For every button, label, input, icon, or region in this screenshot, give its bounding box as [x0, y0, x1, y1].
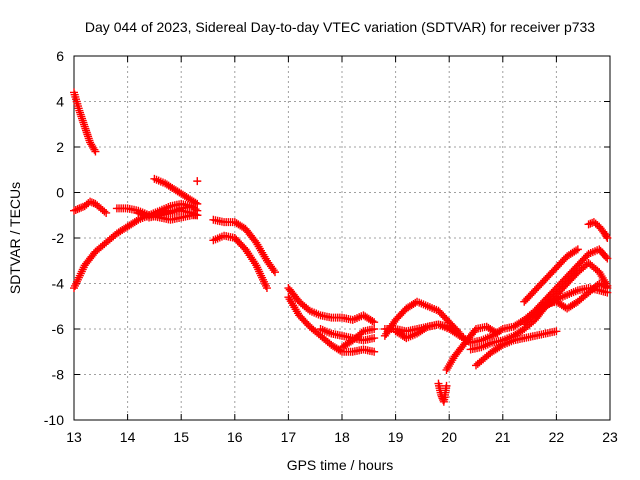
series-arc-10 — [209, 231, 271, 293]
data-point — [370, 334, 379, 343]
y-tick-label: 6 — [56, 48, 64, 64]
series-arc-14 — [338, 325, 379, 352]
x-tick-label: 13 — [66, 429, 82, 445]
data-point — [588, 218, 597, 227]
data-point — [603, 284, 612, 293]
data-point — [269, 266, 278, 275]
y-tick-label: -2 — [52, 230, 65, 246]
data-point — [70, 206, 78, 215]
x-tick-label: 23 — [602, 429, 618, 445]
series-arc-6 — [150, 174, 202, 208]
data-point — [100, 207, 109, 216]
y-tick-label: -8 — [52, 367, 65, 383]
y-tick-label: 2 — [56, 139, 64, 155]
data-point — [191, 198, 200, 207]
x-tick-label: 14 — [120, 429, 136, 445]
y-tick-label: 0 — [56, 185, 64, 201]
series-arc-18 — [434, 379, 451, 406]
data-point — [603, 234, 612, 242]
series-arc-25 — [584, 218, 612, 242]
data-point — [193, 211, 202, 220]
series-arc-26 — [520, 245, 582, 306]
data-point — [584, 220, 593, 229]
data-point — [552, 327, 561, 336]
x-tick-label: 22 — [549, 429, 565, 445]
data-point — [193, 199, 202, 208]
y-tick-label: 4 — [56, 94, 64, 110]
series-arc-23 — [530, 284, 612, 322]
series-arc-11 — [284, 284, 379, 327]
y-tick-label: -10 — [44, 412, 64, 428]
series-arc-24 — [520, 279, 612, 329]
series-arc-9 — [209, 215, 279, 277]
data-point — [602, 232, 611, 241]
series-arc-17 — [391, 320, 454, 343]
data-point — [445, 322, 454, 331]
data-point — [336, 346, 345, 355]
data-point — [370, 347, 379, 356]
data-point — [75, 204, 84, 213]
x-tick-label: 21 — [495, 429, 511, 445]
data-point — [86, 197, 95, 206]
data-point — [77, 203, 86, 212]
series-arc-12 — [284, 293, 379, 356]
data-point — [572, 246, 581, 255]
series-arc-8 — [134, 208, 202, 224]
data-point — [442, 381, 451, 390]
x-tick-label: 18 — [334, 429, 350, 445]
data-point — [370, 318, 379, 327]
data-point — [421, 323, 430, 332]
data-point — [102, 208, 111, 217]
x-tick-label: 17 — [281, 429, 297, 445]
x-tick-label: 19 — [388, 429, 404, 445]
data-point — [497, 326, 506, 335]
x-axis-label: GPS time / hours — [287, 457, 394, 473]
y-tick-label: -4 — [52, 276, 65, 292]
data-point — [603, 254, 612, 263]
data-point — [601, 252, 610, 261]
data-point — [370, 325, 379, 333]
y-axis-label: SDTVAR / TECUs — [7, 182, 23, 294]
data-point — [262, 284, 271, 293]
x-tick-label: 16 — [227, 429, 243, 445]
x-tick-label: 20 — [441, 429, 457, 445]
data-point — [573, 245, 582, 254]
series-arc-3 — [70, 197, 111, 217]
data-point — [368, 317, 377, 326]
data-point — [90, 145, 99, 154]
data-point — [271, 268, 279, 277]
data-points — [70, 88, 612, 406]
y-tick-label: -6 — [52, 321, 65, 337]
data-point — [91, 147, 100, 156]
data-point — [193, 177, 202, 186]
data-point — [73, 205, 82, 214]
data-point — [71, 205, 80, 214]
series-arc-1 — [70, 88, 100, 156]
series-arc-7 — [193, 177, 202, 186]
axis-ticks: 13 14 15 16 17 18 19 20 21 22 23 -10 -8 -6 -4 -2 0 2 4 6 — [44, 48, 618, 445]
x-tick-label: 15 — [173, 429, 189, 445]
chart-title: Day 044 of 2023, Sidereal Day-to-day VTE… — [85, 19, 595, 35]
data-point — [87, 198, 96, 207]
